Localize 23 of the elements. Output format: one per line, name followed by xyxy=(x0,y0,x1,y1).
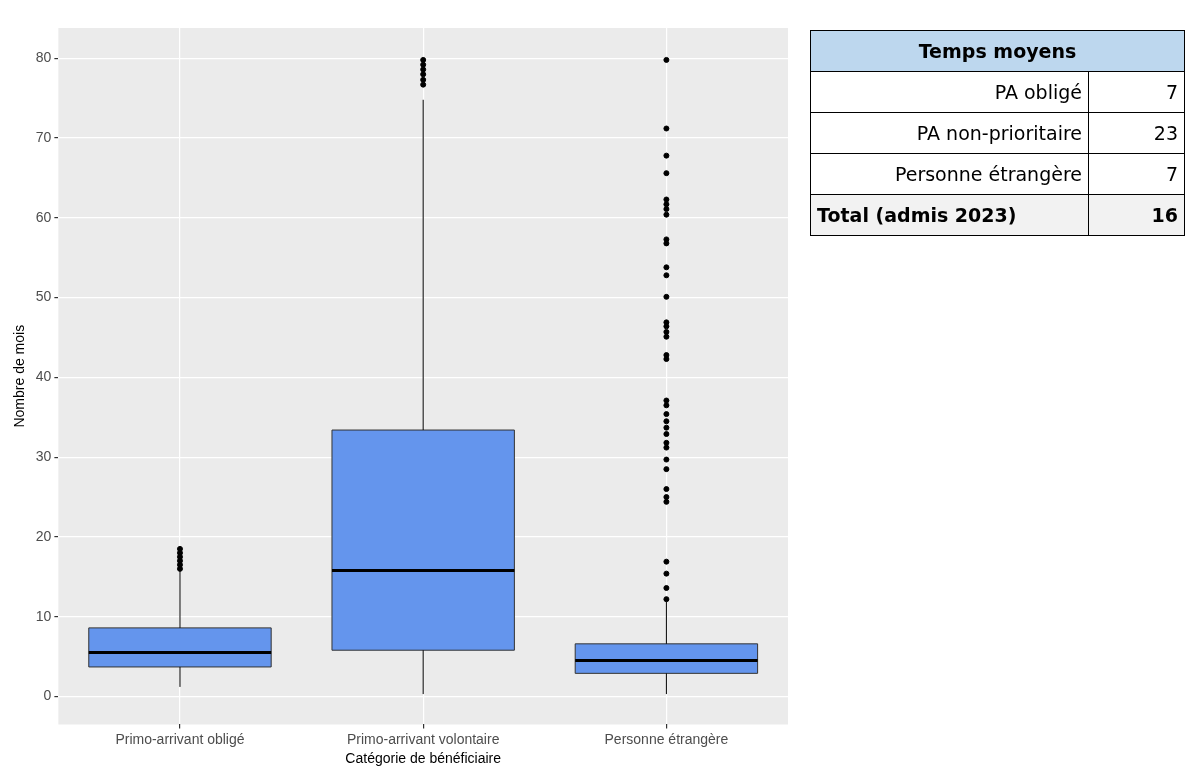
y-tick-label: 50 xyxy=(35,288,52,305)
data-label: 7 xyxy=(1088,153,1185,195)
y-tick-label: 10 xyxy=(35,607,52,624)
category-label: PA non-prioritaire xyxy=(810,112,1089,154)
x-tick-label: Primo-arrivant volontaire xyxy=(346,730,500,747)
x-tick-label: Primo-arrivant obligé xyxy=(115,730,245,747)
y-tick-label: 60 xyxy=(35,208,52,225)
data-label: 7 xyxy=(1088,71,1185,113)
y-tick-label: 70 xyxy=(35,128,52,145)
x-axis-title: Catégorie de bénéficiaire xyxy=(345,750,502,767)
y-axis-title: Nombre de mois xyxy=(11,324,28,428)
y-tick-label: 40 xyxy=(35,368,52,385)
category-label: PA obligé xyxy=(810,71,1089,113)
y-tick-label: 0 xyxy=(43,687,52,704)
category-label: Total (admis 2023) xyxy=(810,194,1089,236)
text: Temps moyens xyxy=(810,30,1185,72)
y-tick-label: 20 xyxy=(35,527,52,544)
y-tick-label: 80 xyxy=(35,49,52,66)
category-label: Personne étrangère xyxy=(810,153,1089,195)
y-tick-label: 30 xyxy=(35,448,52,465)
data-label: 23 xyxy=(1088,112,1185,154)
x-tick-label: Personne étrangère xyxy=(604,730,729,747)
data-label: 16 xyxy=(1088,194,1185,236)
